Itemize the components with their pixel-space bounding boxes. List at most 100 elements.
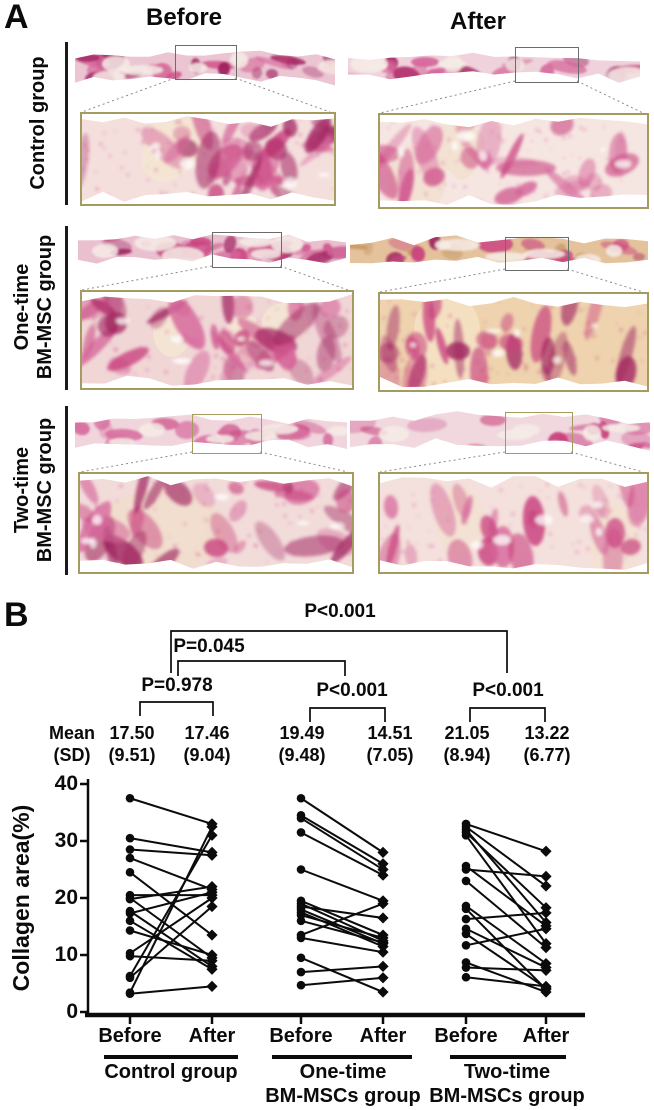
pair-line	[465, 966, 547, 972]
histology-inset-twotime-after	[378, 472, 649, 574]
after-point	[540, 941, 552, 954]
x-tick-twotime-after: After	[522, 1025, 570, 1047]
pair-line	[465, 961, 547, 993]
group-label-onetime: One-time BM-MSCs group	[265, 1061, 421, 1107]
pair-line	[300, 976, 384, 987]
before-point	[461, 828, 471, 837]
before-point	[461, 914, 471, 924]
after-point	[540, 916, 552, 929]
before-point	[461, 825, 471, 834]
after-point	[377, 986, 389, 998]
after-point	[377, 898, 389, 910]
group-underline-twotime	[450, 1055, 566, 1059]
pair-line	[300, 797, 384, 854]
column-header-after: After	[449, 8, 507, 35]
after-point	[540, 983, 552, 995]
before-point	[461, 929, 471, 939]
pair-line	[465, 828, 547, 924]
pair-line	[129, 897, 213, 955]
x-tick-onetime-before: Before	[269, 1025, 333, 1047]
after-point	[206, 849, 218, 861]
before-point	[125, 906, 135, 916]
mean-sd-twotime-after: 13.22 (6.77)	[523, 723, 571, 765]
after-point	[206, 952, 218, 964]
histology-inset-onetime-after	[378, 292, 649, 392]
panel-b-label: B	[4, 596, 29, 634]
pvalue-twotime-within: P<0.001	[472, 680, 544, 701]
x-tick-control-before: Before	[98, 1025, 162, 1047]
pair-line	[300, 956, 384, 993]
before-point	[296, 793, 306, 803]
pair-line	[465, 868, 547, 878]
row-label-one-time-group: One-time BM-MSC group	[11, 234, 56, 380]
pair-line	[300, 831, 384, 877]
pair-line	[300, 868, 384, 902]
after-point	[206, 929, 218, 941]
before-point	[461, 963, 471, 972]
mean-sd-control-before: 17.50 (9.51)	[108, 723, 156, 765]
before-point	[461, 865, 471, 874]
pair-line	[129, 837, 213, 854]
y-tick-10: 10	[54, 943, 78, 966]
before-point	[461, 831, 471, 840]
before-point	[125, 853, 135, 863]
pair-line	[300, 817, 384, 871]
before-point	[461, 904, 471, 914]
after-point	[206, 881, 218, 893]
pair-line	[300, 936, 384, 954]
row-label-two-time-group: Two-time BM-MSC group	[11, 417, 56, 563]
mean-sd-header: Mean (SD)	[48, 723, 96, 765]
pair-line	[465, 927, 547, 947]
before-point	[296, 828, 306, 837]
significance-bracket	[469, 707, 546, 722]
mean-sd-control-after: 17.46 (9.04)	[183, 723, 231, 765]
pair-line	[300, 919, 384, 944]
pair-line	[465, 905, 547, 965]
histology-inset-control-before	[80, 112, 336, 206]
after-point	[540, 938, 552, 950]
group-underline-onetime	[272, 1055, 412, 1059]
before-point	[125, 971, 135, 981]
x-tick-twotime-before: Before	[434, 1025, 498, 1047]
after-point	[377, 960, 389, 972]
pair-line	[465, 834, 547, 945]
after-point	[540, 902, 552, 914]
after-point	[206, 829, 218, 841]
pair-line	[129, 826, 213, 994]
pair-line	[129, 919, 213, 971]
row-divider-line	[65, 42, 68, 205]
histology-inset-control-after	[378, 113, 649, 209]
after-point	[540, 880, 552, 892]
pair-line	[129, 955, 213, 962]
pair-line	[465, 822, 547, 853]
after-point	[377, 895, 389, 907]
pair-line	[300, 814, 384, 865]
after-point	[206, 892, 218, 904]
after-point	[540, 964, 552, 976]
before-point	[296, 930, 306, 940]
after-point	[377, 946, 389, 958]
after-point	[206, 900, 218, 913]
pair-line	[465, 880, 547, 949]
roi-box-control-after	[515, 47, 579, 83]
after-point	[377, 938, 389, 950]
y-tick-30: 30	[54, 829, 78, 852]
x-tick-control-after: After	[188, 1025, 236, 1047]
after-point	[540, 982, 552, 994]
after-point	[206, 949, 218, 961]
before-point	[125, 951, 135, 961]
y-tick-40: 40	[54, 772, 78, 795]
before-point	[125, 948, 135, 958]
pair-line	[300, 965, 384, 974]
after-point	[206, 955, 218, 967]
y-tick-0: 0	[66, 1000, 78, 1023]
histology-inset-twotime-before	[78, 472, 354, 574]
histology-strip-control-after	[348, 52, 640, 83]
roi-box-onetime-after	[505, 237, 569, 271]
pair-line	[465, 911, 547, 921]
pair-line	[465, 908, 547, 990]
before-point	[296, 916, 306, 926]
before-point	[296, 980, 306, 990]
after-point	[377, 935, 389, 947]
